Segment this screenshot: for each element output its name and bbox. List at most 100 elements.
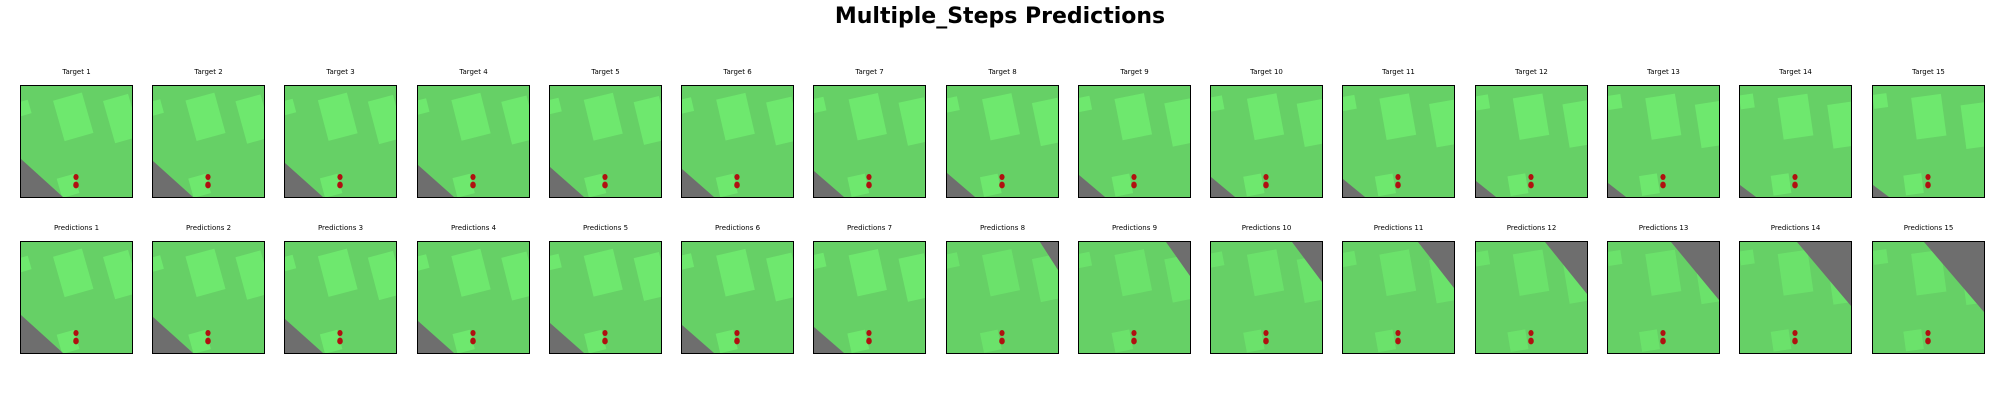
building-shape	[947, 96, 960, 113]
building-shape	[451, 248, 491, 297]
agent-marker	[1660, 181, 1666, 189]
road-area	[1079, 175, 1105, 197]
road-area	[1040, 242, 1058, 270]
building-shape	[550, 253, 562, 271]
agent-marker	[337, 337, 343, 345]
building-shape	[1246, 249, 1285, 297]
map-image	[152, 85, 265, 198]
map-image	[1607, 241, 1720, 354]
road-area	[153, 161, 193, 197]
road-area	[1740, 185, 1756, 197]
building-shape	[1645, 249, 1682, 296]
building-shape	[285, 254, 297, 272]
building-shape	[1873, 249, 1889, 265]
building-shape	[501, 251, 529, 301]
map-scene	[1740, 242, 1851, 353]
map-scene	[153, 242, 264, 353]
agent-marker	[1925, 330, 1931, 336]
building-shape	[633, 96, 661, 145]
building-shape	[898, 253, 925, 302]
agent-marker	[73, 337, 79, 345]
agent-marker	[337, 174, 343, 180]
building-shape	[1164, 98, 1190, 147]
building-shape	[1608, 249, 1623, 266]
agent-marker	[1792, 181, 1798, 189]
building-shape	[153, 99, 164, 117]
agent-marker	[470, 174, 476, 180]
building-shape	[1476, 94, 1491, 111]
building-shape	[1911, 249, 1947, 296]
agent-marker	[999, 181, 1005, 189]
map-image	[946, 85, 1059, 198]
building-shape	[1343, 94, 1357, 112]
road-area	[682, 325, 714, 353]
agent-marker	[205, 181, 211, 189]
building-shape	[848, 92, 887, 141]
building-shape	[1243, 173, 1265, 197]
agent-marker	[1925, 337, 1931, 345]
building-shape	[1770, 173, 1792, 196]
map-image	[20, 241, 133, 354]
map-scene	[153, 86, 264, 197]
panel-title: Target 4	[459, 68, 488, 76]
road-area	[21, 159, 63, 197]
road-area	[1797, 242, 1851, 306]
agent-marker	[1131, 337, 1137, 345]
building-shape	[1079, 251, 1093, 269]
agent-marker	[602, 174, 608, 180]
building-shape	[766, 252, 793, 302]
map-image	[1739, 241, 1852, 354]
figure-title: Multiple_Steps Predictions	[834, 4, 1166, 29]
building-shape	[1429, 99, 1454, 148]
road-area	[418, 321, 454, 353]
map-scene	[1343, 86, 1454, 197]
building-shape	[1374, 329, 1397, 353]
building-shape	[285, 98, 297, 116]
building-shape	[418, 254, 430, 272]
agent-marker	[734, 174, 740, 180]
agent-marker	[1792, 330, 1798, 336]
building-shape	[847, 329, 870, 353]
road-area	[418, 165, 454, 197]
building-shape	[982, 93, 1020, 141]
panel-title: Target 10	[1250, 68, 1283, 76]
agent-marker	[1263, 337, 1269, 345]
building-shape	[56, 329, 80, 353]
map-image	[549, 85, 662, 198]
agent-marker	[1528, 174, 1534, 180]
building-shape	[188, 329, 211, 353]
agent-marker	[999, 174, 1005, 180]
agent-marker	[602, 330, 608, 336]
road-area	[814, 327, 844, 353]
agent-marker	[337, 181, 343, 189]
agent-marker	[999, 330, 1005, 336]
building-shape	[1079, 95, 1093, 113]
agent-marker	[1395, 174, 1401, 180]
agent-marker	[73, 330, 79, 336]
panel-title: Target 11	[1382, 68, 1415, 76]
building-shape	[1476, 250, 1491, 267]
panel-title: Target 1	[62, 68, 91, 76]
building-shape	[235, 250, 264, 300]
panel-title: Predictions 3	[317, 224, 364, 232]
agent-marker	[1660, 174, 1666, 180]
map-scene	[1873, 242, 1984, 353]
agent-marker	[734, 181, 740, 189]
road-area	[21, 315, 63, 353]
panel-title: Target 15	[1912, 68, 1945, 76]
panel-title: Predictions 13	[1638, 224, 1689, 232]
map-image	[681, 85, 794, 198]
building-shape	[716, 92, 755, 141]
map-image	[681, 241, 794, 354]
agent-marker	[1395, 181, 1401, 189]
panel-title: Predictions 7	[846, 224, 893, 232]
building-shape	[584, 173, 607, 197]
map-scene	[285, 86, 396, 197]
map-image	[1607, 85, 1720, 198]
building-shape	[1777, 249, 1814, 296]
agent-marker	[205, 330, 211, 336]
building-shape	[235, 94, 264, 144]
agent-marker	[1131, 181, 1137, 189]
building-shape	[188, 173, 211, 197]
building-shape	[317, 248, 358, 297]
